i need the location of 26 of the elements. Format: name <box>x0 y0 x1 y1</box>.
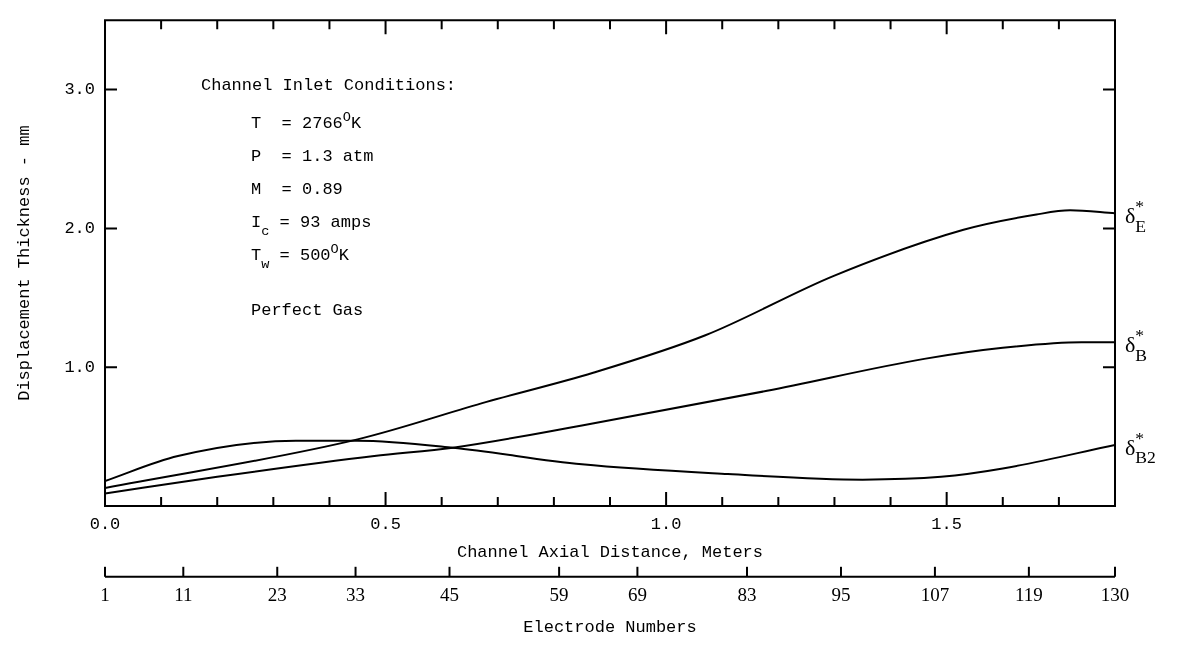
x2-tick-label: 69 <box>627 584 647 606</box>
x2-tick-label: 107 <box>920 584 950 606</box>
x-tick-label: 1.5 <box>931 514 962 534</box>
x2-tick-label: 119 <box>1014 584 1043 606</box>
x-tick-label: 1.0 <box>650 514 682 534</box>
y-axis-title: Displacement Thickness - mm <box>14 125 34 401</box>
x2-tick-label: 11 <box>174 584 193 606</box>
x-axis-title: Channel Axial Distance, Meters <box>456 543 764 563</box>
x-tick-label: 0.0 <box>89 514 121 534</box>
annotation: M = 0.89 <box>251 180 343 200</box>
x2-tick-label: 130 <box>1100 584 1130 606</box>
x2-tick-label: 83 <box>737 584 757 606</box>
x2-tick-label: 95 <box>831 584 851 606</box>
annotation: Channel Inlet Conditions: <box>201 76 457 96</box>
x2-tick-label: 45 <box>440 584 459 606</box>
x2-axis-title: Electrode Numbers <box>523 618 697 638</box>
y-tick-label: 3.0 <box>64 80 95 100</box>
x2-tick-label: 59 <box>549 584 569 606</box>
annotation: P = 1.3 atm <box>251 147 374 167</box>
x2-tick-label: 23 <box>267 584 287 606</box>
x-tick-label: 0.5 <box>370 514 401 534</box>
annotation: Perfect Gas <box>251 301 364 321</box>
y-tick-label: 2.0 <box>64 218 95 238</box>
x2-tick-label: 1 <box>100 584 110 606</box>
y-tick-label: 1.0 <box>64 357 95 377</box>
x2-tick-label: 33 <box>346 584 366 606</box>
